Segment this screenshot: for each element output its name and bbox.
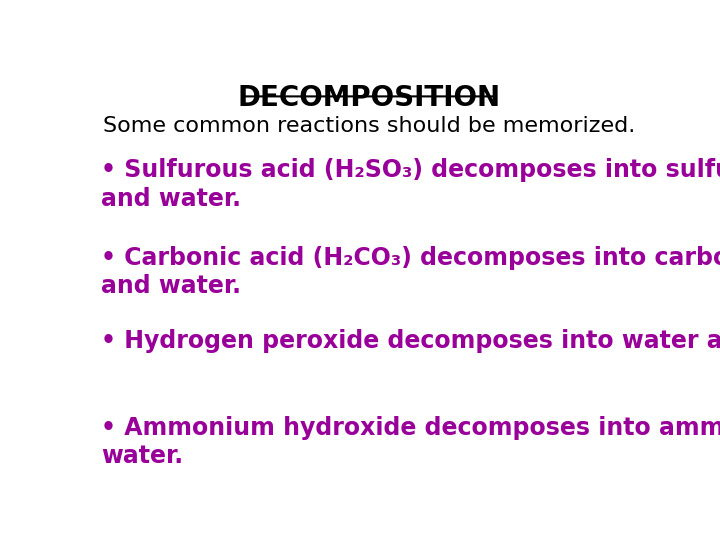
Text: DECOMPOSITION: DECOMPOSITION (238, 84, 500, 112)
Text: • Hydrogen peroxide decomposes into water and oxygen.: • Hydrogen peroxide decomposes into wate… (101, 329, 720, 353)
Text: and water.: and water. (101, 274, 241, 298)
Text: Some common reactions should be memorized.: Some common reactions should be memorize… (103, 116, 635, 136)
Text: • Carbonic acid (H₂CO₃) decomposes into carbon dioxide: • Carbonic acid (H₂CO₃) decomposes into … (101, 246, 720, 269)
Text: water.: water. (101, 444, 184, 468)
Text: and water.: and water. (101, 187, 241, 211)
Text: • Sulfurous acid (H₂SO₃) decomposes into sulfur dioxide: • Sulfurous acid (H₂SO₃) decomposes into… (101, 158, 720, 183)
Text: • Ammonium hydroxide decomposes into ammonia and: • Ammonium hydroxide decomposes into amm… (101, 416, 720, 440)
